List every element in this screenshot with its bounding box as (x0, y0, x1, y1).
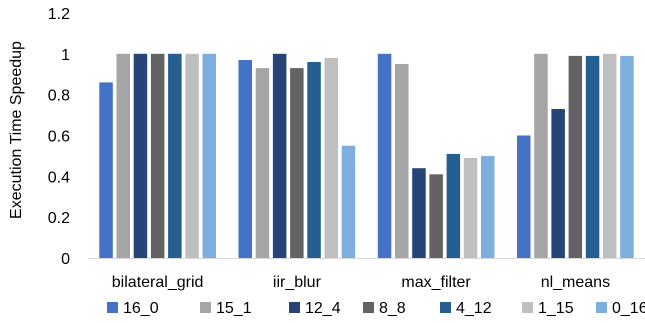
bar-0_16-iir_blur (341, 145, 356, 258)
legend-item: 15_1 (200, 300, 252, 317)
legend-swatch (522, 302, 533, 313)
legend-swatch (363, 302, 374, 313)
bar-15_1-nl_means (534, 53, 548, 258)
bar-1_15-max_filter (463, 158, 478, 258)
bar-1_15-nl_means (603, 53, 617, 258)
y-tick-label: 0.2 (48, 210, 70, 227)
legend-item: 1_15 (522, 300, 574, 317)
legend-label: 16_0 (123, 300, 159, 317)
y-tick-label: 1 (61, 47, 70, 64)
category-label: iir_blur (273, 274, 322, 291)
bar-1_15-bilateral_grid (185, 53, 199, 258)
legend-item: 16_0 (107, 300, 159, 317)
bar-0_16-nl_means (620, 55, 634, 259)
bar-16_0-max_filter (377, 53, 392, 258)
category-label: nl_means (541, 274, 610, 291)
category-label: max_filter (401, 274, 471, 291)
bar-8_8-bilateral_grid (150, 53, 165, 258)
legend-item: 8_8 (363, 300, 406, 317)
bar-series-group (99, 53, 634, 259)
legend-label: 8_8 (379, 300, 406, 317)
legend-label: 0_16 (612, 300, 645, 317)
legend-label: 4_12 (456, 300, 492, 317)
y-tick-label: 0.6 (48, 129, 70, 146)
bar-15_1-max_filter (395, 64, 409, 258)
legend-swatch (596, 302, 607, 313)
bar-12_4-bilateral_grid (133, 53, 148, 258)
bar-12_4-iir_blur (272, 53, 287, 258)
legend-swatch (440, 302, 451, 313)
bar-16_0-nl_means (517, 135, 531, 258)
bar-12_4-max_filter (412, 168, 426, 258)
bar-15_1-bilateral_grid (116, 53, 130, 258)
legend-swatch (107, 302, 118, 313)
legend-label: 12_4 (305, 300, 341, 317)
bar-12_4-nl_means (551, 109, 565, 258)
bar-0_16-max_filter (481, 155, 495, 258)
bar-8_8-iir_blur (290, 68, 304, 258)
bar-16_0-bilateral_grid (99, 82, 113, 259)
y-axis-title: Execution Time Speedup (8, 41, 25, 219)
category-label: bilateral_grid (112, 274, 204, 291)
y-axis-ticks: 0 0.2 0.4 0.6 0.8 1 1.2 (48, 6, 70, 268)
legend: 16_0 15_1 12_4 8_8 4_12 1_15 0_16 (107, 300, 645, 317)
legend-item: 0_16 (596, 300, 645, 317)
bar-8_8-nl_means (568, 55, 583, 259)
y-tick-label: 1.2 (48, 6, 70, 23)
bar-4_12-bilateral_grid (168, 53, 182, 258)
bar-8_8-max_filter (429, 174, 443, 258)
bar-1_15-iir_blur (324, 57, 338, 259)
category-labels: bilateral_grid iir_blur max_filter nl_means (112, 274, 610, 291)
bar-15_1-iir_blur (255, 68, 270, 258)
bar-4_12-max_filter (446, 153, 461, 258)
bar-16_0-iir_blur (238, 60, 252, 258)
y-tick-label: 0.8 (48, 88, 70, 105)
y-tick-label: 0 (61, 251, 70, 268)
bar-4_12-nl_means (585, 55, 600, 259)
legend-item: 12_4 (289, 300, 341, 317)
bar-4_12-iir_blur (307, 62, 321, 258)
bar-0_16-bilateral_grid (202, 53, 216, 258)
legend-label: 15_1 (216, 300, 252, 317)
y-tick-label: 0.4 (48, 169, 70, 186)
legend-label: 1_15 (538, 300, 574, 317)
legend-swatch (200, 302, 211, 313)
legend-item: 4_12 (440, 300, 492, 317)
legend-swatch (289, 302, 300, 313)
